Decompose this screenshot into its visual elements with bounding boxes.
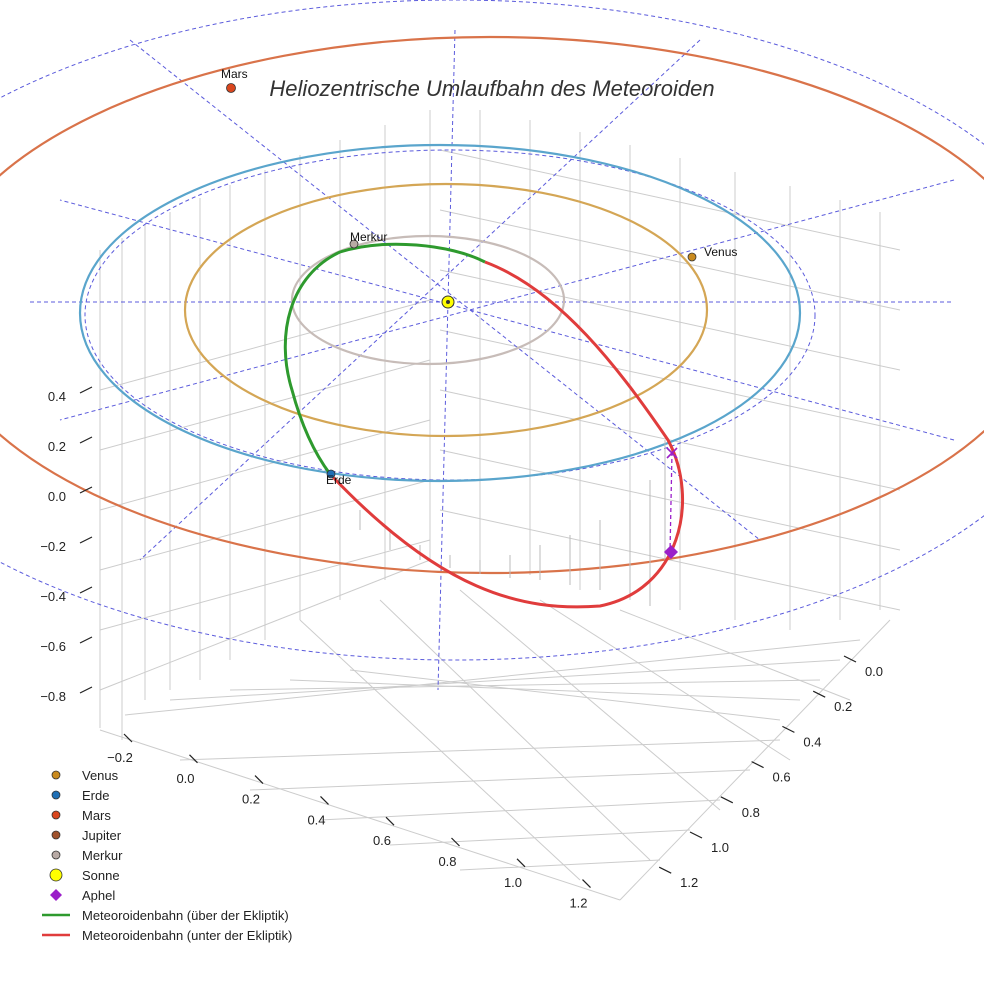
reference-lines bbox=[0, 0, 984, 691]
y-tick-mark bbox=[843, 655, 857, 663]
planet-labels: Mars Merkur Venus Erde bbox=[221, 67, 737, 487]
legend-item: Venus bbox=[51, 768, 119, 783]
legend-label: Venus bbox=[82, 768, 119, 783]
x-tick-label: 0.4 bbox=[307, 812, 325, 827]
z-tick-mark bbox=[79, 636, 93, 644]
z-tick-label: −0.8 bbox=[40, 689, 66, 704]
x-tick-label: 1.0 bbox=[504, 875, 522, 890]
legend-marker bbox=[50, 889, 62, 901]
z-tick-mark bbox=[79, 536, 93, 544]
meteoroid-orbit-above bbox=[283, 242, 486, 475]
legend-item: Erde bbox=[51, 788, 109, 803]
z-tick-mark bbox=[79, 386, 93, 394]
merkur-marker bbox=[349, 239, 359, 249]
x-tick-label: 0.6 bbox=[373, 833, 391, 848]
label-mars: Mars bbox=[221, 67, 248, 81]
orbit-merkur bbox=[290, 234, 566, 366]
meteoroid-orbit-below bbox=[328, 260, 685, 609]
legend-marker bbox=[51, 850, 61, 860]
x-axis: −0.2 0.0 0.2 0.4 0.6 0.8 1.0 1.2 bbox=[107, 733, 591, 911]
y-tick-label: 0.8 bbox=[742, 805, 760, 820]
legend-label: Aphel bbox=[82, 888, 115, 903]
y-tick-mark bbox=[812, 690, 826, 698]
mars-marker bbox=[226, 83, 236, 93]
y-tick-label: 0.6 bbox=[773, 770, 791, 785]
erde-marker bbox=[326, 469, 336, 479]
x-tick-label: 0.8 bbox=[438, 854, 456, 869]
z-tick-mark bbox=[79, 686, 93, 694]
x-tick-mark bbox=[582, 879, 591, 889]
legend-label: Mars bbox=[82, 808, 111, 823]
x-tick-mark bbox=[516, 858, 526, 868]
y-tick-mark bbox=[689, 831, 703, 839]
x-tick-label: 1.2 bbox=[569, 896, 587, 911]
y-tick-label: 1.2 bbox=[680, 875, 698, 890]
legend-label: Sonne bbox=[82, 868, 120, 883]
x-tick-mark bbox=[254, 775, 264, 785]
legend-item: Mars bbox=[51, 808, 111, 823]
legend-label: Merkur bbox=[82, 848, 123, 863]
legend-label: Meteoroidenbahn (über der Ekliptik) bbox=[82, 908, 289, 923]
chart-title: Heliozentrische Umlaufbahn des Meteoroid… bbox=[269, 76, 714, 101]
legend-item: Sonne bbox=[49, 868, 120, 883]
z-tick-label: −0.4 bbox=[40, 589, 66, 604]
y-tick-mark bbox=[782, 725, 795, 733]
legend-label: Erde bbox=[82, 788, 109, 803]
legend-item: Meteoroidenbahn (über der Ekliptik) bbox=[42, 908, 289, 923]
x-tick-mark bbox=[451, 837, 460, 847]
y-tick-label: 0.2 bbox=[834, 699, 852, 714]
x-tick-mark bbox=[320, 795, 329, 805]
aphel-marker bbox=[664, 545, 678, 559]
orbit-erde bbox=[78, 143, 802, 483]
venus-marker bbox=[687, 252, 697, 262]
legend-item: Aphel bbox=[50, 888, 115, 903]
z-tick-label: 0.2 bbox=[48, 439, 66, 454]
legend-marker bbox=[51, 770, 61, 780]
label-venus: Venus bbox=[704, 245, 737, 259]
legend-label: Meteoroidenbahn (unter der Ekliptik) bbox=[82, 928, 292, 943]
y-axis: 0.0 0.2 0.4 0.6 0.8 1.0 1.2 bbox=[658, 655, 883, 890]
z-tick-mark bbox=[79, 436, 93, 444]
label-erde: Erde bbox=[326, 473, 352, 487]
y-tick-label: 1.0 bbox=[711, 840, 729, 855]
z-tick-mark bbox=[79, 586, 93, 594]
legend-item: Merkur bbox=[51, 848, 123, 863]
x-tick-mark bbox=[123, 733, 133, 743]
legend-label: Jupiter bbox=[82, 828, 122, 843]
y-tick-label: 0.0 bbox=[865, 664, 883, 679]
cross-marker bbox=[666, 447, 678, 459]
legend-marker bbox=[51, 790, 61, 800]
z-axis: 0.4 0.2 0.0 −0.2 −0.4 −0.6 −0.8 bbox=[40, 386, 93, 704]
drop-lines bbox=[359, 440, 666, 606]
x-tick-mark bbox=[385, 816, 395, 826]
legend-marker bbox=[49, 868, 63, 882]
y-tick-label: 0.4 bbox=[803, 734, 821, 749]
y-tick-mark bbox=[751, 761, 764, 769]
z-tick-label: −0.6 bbox=[40, 639, 66, 654]
legend-marker bbox=[51, 830, 61, 840]
x-tick-mark bbox=[189, 754, 198, 764]
label-merkur: Merkur bbox=[350, 230, 387, 244]
legend-marker bbox=[51, 810, 61, 820]
y-tick-mark bbox=[658, 866, 672, 874]
legend-item: Meteoroidenbahn (unter der Ekliptik) bbox=[42, 928, 292, 943]
z-tick-mark bbox=[79, 486, 93, 494]
x-tick-label: 0.2 bbox=[242, 792, 260, 807]
markers bbox=[226, 83, 697, 559]
orbit-venus bbox=[183, 182, 709, 438]
z-tick-label: −0.2 bbox=[40, 539, 66, 554]
x-tick-label: −0.2 bbox=[107, 750, 133, 765]
z-tick-label: 0.0 bbox=[48, 489, 66, 504]
legend-item: Jupiter bbox=[51, 828, 122, 843]
orbits bbox=[0, 35, 984, 575]
z-tick-label: 0.4 bbox=[48, 389, 66, 404]
x-tick-label: 0.0 bbox=[176, 771, 194, 786]
y-tick-mark bbox=[720, 796, 734, 804]
aphel-dropline bbox=[669, 451, 673, 553]
orbit-mars bbox=[0, 35, 984, 575]
legend: Venus Erde Mars Jupiter Merkur Sonne Aphel Mete… bbox=[42, 768, 292, 943]
